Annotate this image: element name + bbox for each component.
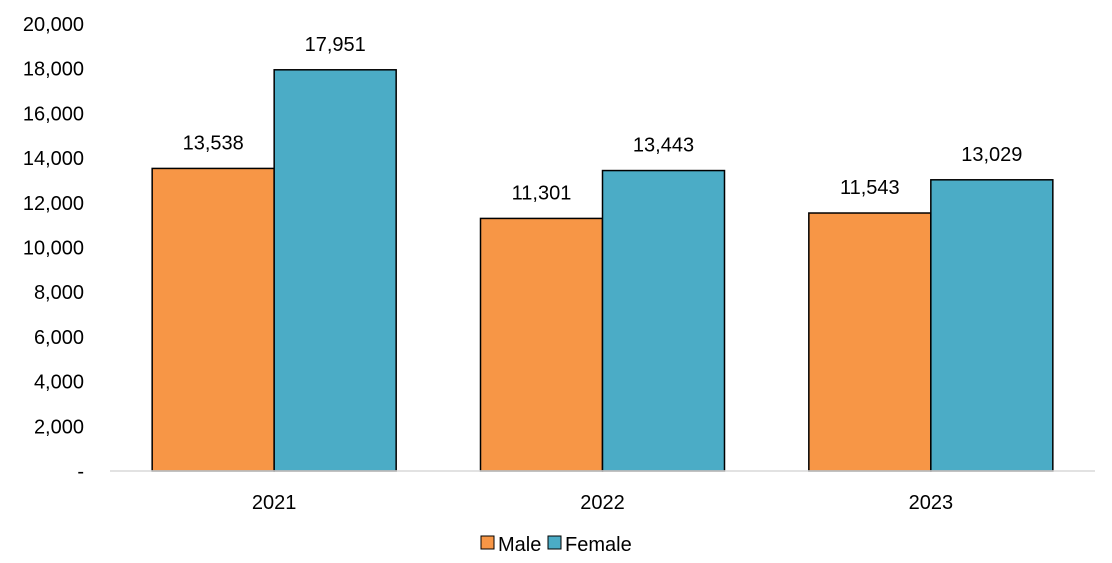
x-axis: 2021 2022 2023 (252, 492, 953, 514)
bar-female (601, 169, 726, 472)
y-tick-label: 16,000 (23, 103, 84, 125)
data-label-female: 13,443 (633, 135, 694, 157)
data-label-female: 13,029 (961, 144, 1022, 166)
y-tick-label: 4,000 (34, 372, 84, 394)
y-tick-label: 12,000 (23, 193, 84, 215)
data-label-female: 17,951 (305, 34, 366, 56)
bar-female (273, 69, 397, 472)
bar-female (930, 179, 1054, 472)
x-tick-label: 2021 (252, 492, 297, 514)
y-tick-label: 2,000 (34, 416, 84, 438)
bar-male (479, 217, 604, 472)
legend-label-male: Male (498, 534, 541, 556)
y-tick-label: 6,000 (34, 327, 84, 349)
data-label-male: 11,543 (840, 177, 900, 199)
y-axis: - 2,000 4,000 6,000 8,000 10,000 12,000 14,000 1… (23, 14, 84, 483)
data-label-male: 11,301 (512, 182, 572, 204)
y-tick-label: 18,000 (23, 59, 84, 81)
y-tick-label: 8,000 (34, 282, 84, 304)
x-tick-label: 2023 (909, 492, 954, 514)
legend-label-female: Female (565, 534, 632, 556)
y-tick-label: - (77, 461, 84, 483)
x-tick-label: 2022 (580, 492, 625, 514)
bars (151, 69, 1054, 472)
legend: Male Female (480, 534, 632, 556)
legend-swatch-female (547, 535, 562, 550)
data-label-male: 13,538 (183, 132, 244, 154)
legend-swatch-male (480, 535, 495, 550)
data-labels: 13,538 11,301 11,543 17,951 13,443 13,029 (183, 34, 1023, 205)
bar-male (808, 212, 932, 472)
y-tick-label: 14,000 (23, 148, 84, 170)
y-tick-label: 10,000 (23, 238, 84, 260)
y-tick-label: 20,000 (23, 14, 84, 36)
bar-male (151, 167, 275, 472)
